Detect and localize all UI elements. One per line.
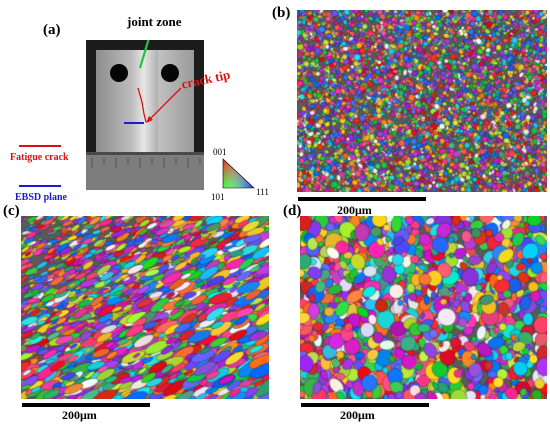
panel-label-a: (a) [43,22,61,38]
fatigue-crack-legend-line [19,145,61,147]
scale-label-b: 200μm [337,203,372,217]
ebsd-plane-legend-line [19,185,61,187]
ipf-color-key-icon [222,158,255,189]
crack-path [137,87,147,123]
scale-bar-c [22,403,150,407]
joint-zone-label: joint zone [127,14,182,29]
specimen-photo [86,40,204,190]
hole-right-icon [161,64,179,82]
ipf-label-111: 111 [256,187,269,197]
scale-bar-d [301,403,429,407]
joint-zone-arrow [138,40,150,69]
ebsd-map-b [297,10,547,192]
panel-label-d: (d) [283,203,302,219]
ipf-label-101: 101 [211,192,225,202]
ebsd-map-c [21,216,269,399]
hole-left-icon [110,64,128,82]
scale-label-d: 200μm [340,408,375,422]
fatigue-crack-legend-label: Fatigue crack [10,152,69,163]
crack-tip-arrow [148,87,182,121]
ebsd-map-d [300,216,547,399]
panel-label-c: (c) [3,203,20,219]
scale-label-c: 200μm [62,408,97,422]
panel-label-b: (b) [272,5,291,21]
ebsd-plane-legend-label: EBSD plane [15,192,67,203]
ipf-label-001: 001 [213,147,227,157]
scale-bar-b [298,197,426,201]
